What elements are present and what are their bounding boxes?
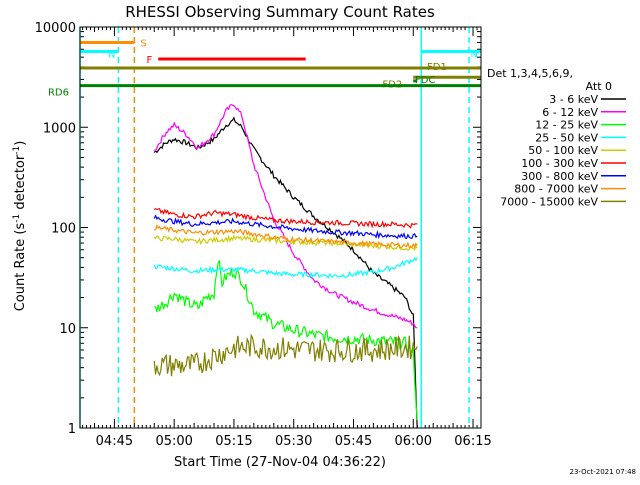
footer-date: 23-Oct-2021 07:48 <box>570 468 636 476</box>
legend-label-3: 25 - 50 keV <box>535 131 598 144</box>
flag-label-fdc: FDC <box>415 75 435 86</box>
plot-area: 1 10 100 1000 10000 04:45 05:00 05:15 05:30 05:45… <box>35 21 492 449</box>
flag-label-n: N <box>471 49 478 60</box>
legend-label-6: 300 - 800 keV <box>521 170 598 183</box>
legend-header-line2: Att 0 <box>586 80 612 93</box>
flag-label-rd6: RD6 <box>48 88 69 99</box>
chart-title: RHESSI Observing Summary Count Rates <box>125 3 435 21</box>
y-tick-label: 1 <box>68 422 76 437</box>
series-line-5 <box>153 207 418 229</box>
y-axis-label: Count Rate (s-1 detector-1) <box>12 141 28 312</box>
legend-label-7: 800 - 7000 keV <box>514 183 598 196</box>
x-tick-label: 05:15 <box>215 434 252 449</box>
x-tick-label: 06:00 <box>395 434 432 449</box>
y-tick-label: 1000 <box>43 121 76 136</box>
x-tick-label: 05:45 <box>335 434 372 449</box>
flag-label-f: F <box>146 55 152 66</box>
x-tick-label: 06:15 <box>454 434 491 449</box>
y-axis-label-exp2: -1 <box>12 146 22 155</box>
legend-label-1: 6 - 12 keV <box>542 106 598 119</box>
y-axis-label-tail: detector <box>13 154 28 214</box>
legend-label-8: 7000 - 15000 keV <box>500 195 598 208</box>
y-axis-label-close: ) <box>13 141 28 146</box>
series-line-3 <box>153 256 418 279</box>
series-line-2 <box>154 260 418 421</box>
y-tick-label: 10 <box>59 322 76 337</box>
series-line-8 <box>153 333 418 377</box>
x-tick-label: 05:00 <box>155 434 192 449</box>
series-line-4 <box>153 234 418 252</box>
legend-label-5: 100 - 300 keV <box>521 157 598 170</box>
y-axis-label-main: Count Rate (s <box>13 223 28 312</box>
y-tick-label: 100 <box>51 222 76 237</box>
plot-frame <box>79 26 482 429</box>
flag-label-s: S <box>140 39 146 50</box>
x-axis-label: Start Time (27-Nov-04 04:36:22) <box>174 455 386 470</box>
y-axis-label-exp: -1 <box>12 214 22 223</box>
x-tick-label: 04:45 <box>96 434 133 449</box>
series-line-6 <box>153 214 418 240</box>
flag-label-fd1: FD1 <box>427 62 447 73</box>
flag-label-n: N <box>108 49 115 60</box>
legend-label-4: 50 - 100 keV <box>528 144 598 157</box>
y-tick-label: 10000 <box>35 21 76 36</box>
legend-label-0: 3 - 6 keV <box>549 93 598 106</box>
x-tick-label: 05:30 <box>275 434 312 449</box>
legend-label-2: 12 - 25 keV <box>535 119 598 132</box>
legend-header-line1: Det 1,3,4,5,6,9, <box>487 67 573 80</box>
series-line-7 <box>154 224 418 249</box>
